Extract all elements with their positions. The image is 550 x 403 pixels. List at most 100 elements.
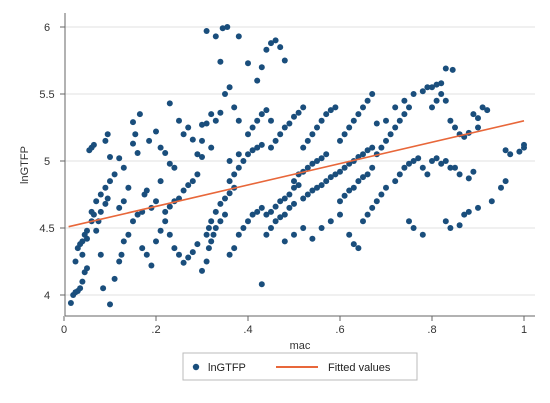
scatter-point — [212, 208, 219, 215]
scatter-point — [456, 222, 463, 229]
scatter-point — [369, 91, 376, 97]
scatter-point — [350, 241, 357, 248]
scatter-point — [210, 231, 217, 238]
scatter-point — [254, 77, 261, 84]
scatter-point — [254, 117, 261, 124]
scatter-point — [194, 171, 201, 178]
scatter-point — [222, 91, 228, 97]
scatter-point — [208, 144, 215, 151]
scatter-point — [281, 238, 288, 245]
scatter-point — [286, 204, 293, 211]
scatter-point — [484, 107, 491, 114]
scatter-point — [429, 84, 435, 91]
axes — [64, 13, 535, 317]
x-tick-label: 1 — [521, 324, 527, 336]
scatter-point — [433, 155, 440, 162]
scatter-point — [272, 218, 279, 225]
scatter-point — [419, 164, 426, 171]
scatter-point — [318, 182, 325, 189]
scatter-point — [240, 225, 247, 231]
scatter-point — [281, 211, 288, 218]
scatter-point — [235, 33, 242, 40]
scatter-point — [507, 151, 514, 158]
scatter-point — [235, 151, 242, 158]
scatter-point — [116, 155, 123, 162]
scatter-point — [157, 227, 164, 234]
scatter-point — [327, 107, 334, 114]
scatter-point — [449, 66, 456, 73]
scatter-point — [222, 211, 228, 218]
scatter-point — [383, 184, 389, 191]
scatter-point — [104, 131, 111, 138]
scatter-point — [245, 151, 251, 158]
scatter-point — [286, 191, 293, 198]
scatter-point — [488, 198, 495, 205]
scatter-point — [258, 111, 265, 118]
scatter-point — [281, 57, 288, 64]
scatter-point — [332, 104, 339, 111]
scatter-point — [369, 204, 376, 211]
scatter-point — [194, 151, 201, 158]
x-tick-label: 0 — [61, 324, 67, 336]
scatter-point — [291, 231, 297, 238]
scatter-point — [171, 245, 178, 252]
scatter-point — [217, 200, 224, 207]
scatter-point — [143, 251, 150, 258]
scatter-point — [90, 141, 97, 148]
scatter-point — [185, 182, 192, 189]
scatter-point — [199, 121, 205, 128]
scatter-point — [97, 251, 104, 258]
scatter-point — [226, 158, 233, 164]
scatter-point — [309, 160, 316, 167]
scatter-point — [433, 97, 440, 104]
scatter-point — [176, 117, 182, 124]
scatter-point — [226, 251, 233, 258]
scatter-point — [107, 301, 113, 308]
y-axis-title: lnGTFP — [19, 146, 31, 184]
scatter-point — [291, 184, 297, 191]
scatter-point — [314, 124, 320, 131]
scatter-point — [224, 24, 231, 30]
scatter-point — [116, 204, 123, 211]
legend-marker-scatter — [192, 363, 200, 371]
scatter-point — [203, 231, 210, 238]
scatter-point — [219, 25, 226, 32]
scatter-point — [318, 155, 325, 162]
scatter-point — [249, 124, 256, 131]
scatter-point — [134, 150, 141, 156]
legend-label-scatter: lnGTFP — [208, 362, 246, 374]
scatter-point — [300, 195, 307, 202]
scatter-point — [323, 151, 330, 158]
scatter-point — [231, 171, 238, 178]
scatter-point — [72, 258, 79, 265]
scatter-point — [235, 164, 242, 171]
scatter-point — [226, 178, 233, 185]
scatter-point — [245, 60, 251, 67]
scatter-point — [318, 225, 325, 231]
scatter-point — [470, 168, 477, 175]
scatter-point — [424, 171, 431, 178]
scatter-point — [415, 155, 422, 162]
x-tick-label: .2 — [151, 324, 160, 336]
scatter-point — [479, 104, 486, 111]
scatter-point — [254, 144, 261, 151]
scatter-point — [424, 84, 431, 91]
scatter-point — [309, 235, 316, 242]
scatter-point — [189, 249, 196, 256]
scatter-point — [240, 158, 247, 164]
scatter-point — [254, 208, 261, 215]
scatter-point — [373, 120, 380, 127]
scatter-point — [383, 137, 389, 144]
scatter-point — [465, 208, 472, 215]
scatter-point — [419, 88, 426, 95]
fitted-line — [68, 120, 525, 228]
scatter-point — [116, 258, 123, 265]
scatter-point — [185, 254, 192, 261]
scatter-point — [217, 58, 224, 65]
scatter-point — [84, 265, 90, 272]
scatter-point — [521, 141, 527, 148]
scatter-point — [263, 231, 270, 238]
scatter-point — [406, 104, 412, 111]
y-tick-label: 4 — [44, 290, 50, 302]
